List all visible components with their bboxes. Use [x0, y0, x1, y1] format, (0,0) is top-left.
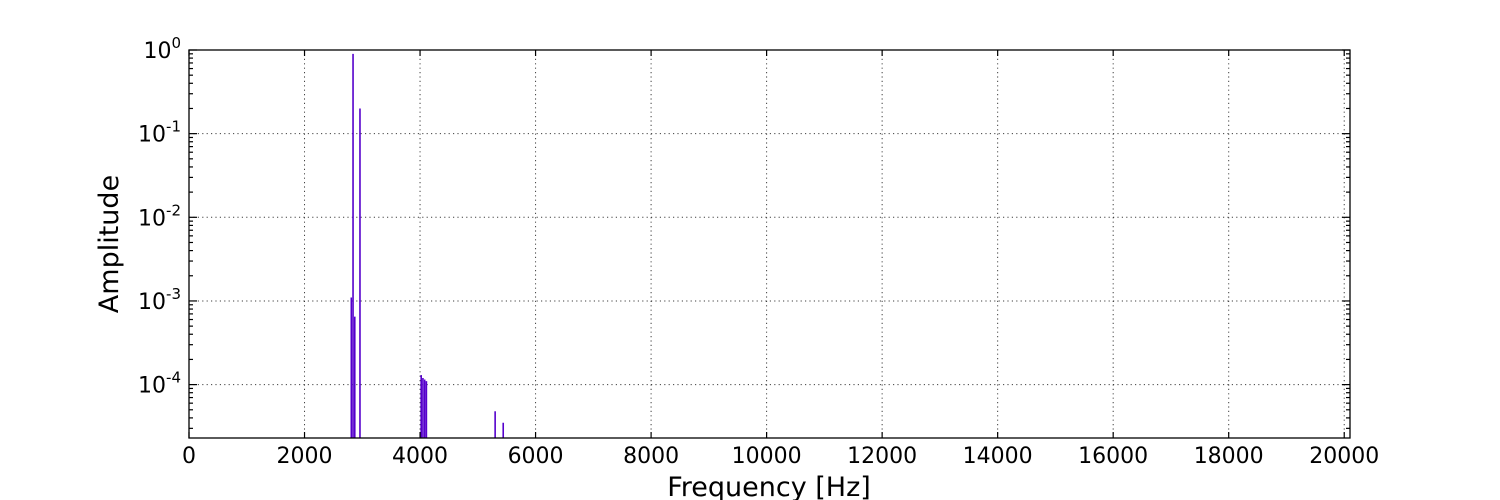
x-tick-label: 20000: [1309, 444, 1379, 469]
x-tick-label: 4000: [392, 444, 448, 469]
y-tick-base: 10: [138, 123, 166, 148]
grid-layer: [189, 50, 1350, 438]
x-axis-label: Frequency [Hz]: [667, 472, 871, 500]
x-tick-label: 18000: [1194, 444, 1264, 469]
y-tick-exponent: 0: [171, 34, 181, 52]
x-tick-label: 10000: [732, 444, 802, 469]
y-tick-exponent: -4: [166, 369, 181, 387]
x-tick-label: 2000: [277, 444, 333, 469]
x-tick-label: 14000: [963, 444, 1033, 469]
y-tick-label: 10-2: [138, 201, 181, 231]
plot-frame: [188, 49, 1351, 439]
x-tick-label: 12000: [847, 444, 917, 469]
y-tick-base: 10: [138, 374, 166, 399]
y-tick-exponent: -2: [166, 201, 181, 219]
x-tick-label: 6000: [508, 444, 564, 469]
y-tick-base: 10: [143, 39, 171, 64]
x-tick-label: 16000: [1078, 444, 1148, 469]
x-tick-label: 0: [182, 444, 196, 469]
x-tick-labels: 0 2000 4000 6000 8000 10000 12000 14000 16000 180…: [182, 444, 1379, 469]
y-tick-base: 10: [138, 290, 166, 315]
ticks-layer: [188, 49, 1350, 438]
y-axis-label: Amplitude: [94, 175, 125, 313]
y-tick-label: 10-4: [138, 369, 181, 399]
y-tick-label: 10-1: [138, 118, 181, 148]
y-tick-label: 10-3: [138, 285, 181, 315]
y-tick-exponent: -3: [166, 285, 181, 303]
y-tick-exponent: -1: [166, 118, 181, 136]
bars-layer: [350, 53, 505, 438]
x-tick-label: 8000: [623, 444, 679, 469]
y-tick-label: 100: [143, 34, 181, 64]
y-tick-base: 10: [138, 206, 166, 231]
